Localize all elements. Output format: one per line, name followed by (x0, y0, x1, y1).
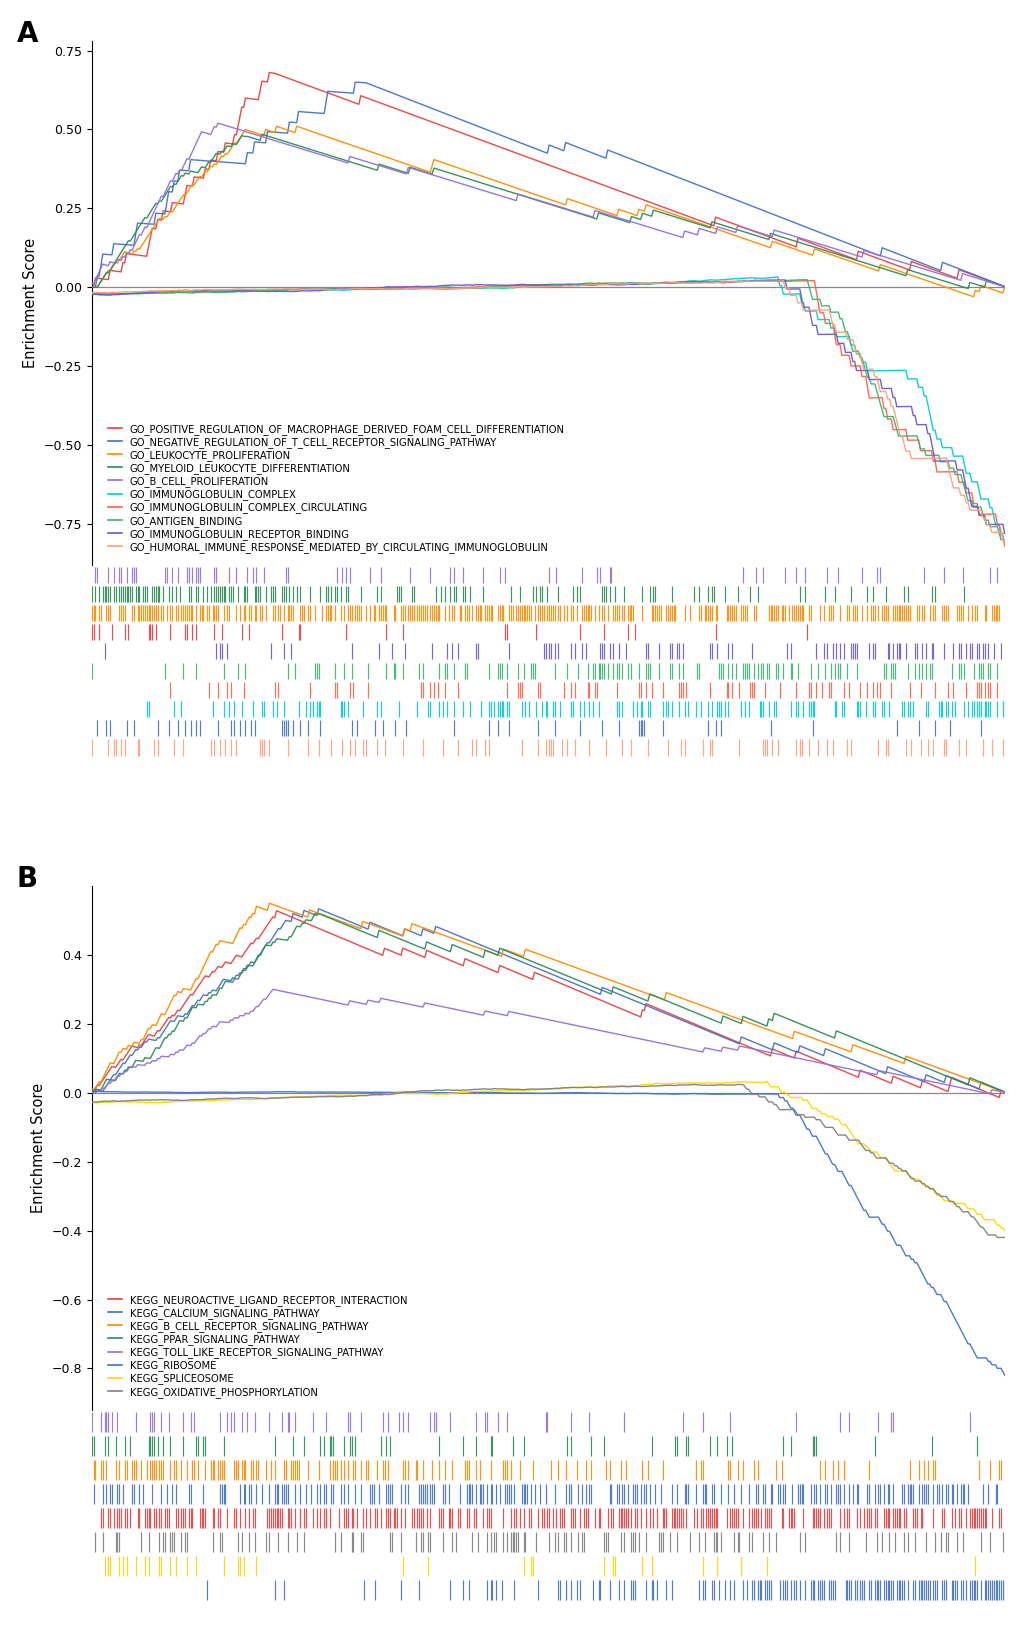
Y-axis label: Enrichment Score: Enrichment Score (23, 238, 38, 368)
X-axis label: High expression ←                                                              →: High expression ← → (273, 1622, 822, 1636)
Text: A: A (17, 20, 39, 48)
Legend: KEGG_NEUROACTIVE_LIGAND_RECEPTOR_INTERACTION, KEGG_CALCIUM_SIGNALING_PATHWAY, KE: KEGG_NEUROACTIVE_LIGAND_RECEPTOR_INTERAC… (106, 1293, 409, 1400)
Text: B: B (17, 864, 38, 894)
Legend: GO_POSITIVE_REGULATION_OF_MACROPHAGE_DERIVED_FOAM_CELL_DIFFERENTIATION, GO_NEGAT: GO_POSITIVE_REGULATION_OF_MACROPHAGE_DER… (106, 422, 567, 555)
X-axis label: High expression ←                                                              →: High expression ← → (273, 775, 822, 792)
Y-axis label: Enrichment Score: Enrichment Score (31, 1083, 46, 1213)
